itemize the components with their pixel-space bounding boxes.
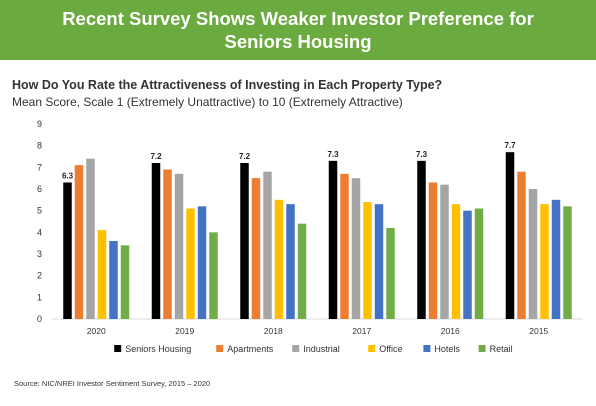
bar-seniors-housing-2017: [328, 160, 338, 319]
data-label: 6.3: [62, 172, 74, 181]
bar-office-2016: [451, 204, 461, 319]
legend-label: Apartments: [227, 344, 274, 354]
bar-industrial-2019: [174, 173, 184, 319]
slide-title: Recent Survey Shows Weaker Investor Pref…: [62, 8, 534, 52]
bar-seniors-housing-2020: [63, 182, 72, 319]
y-tick-label: 5: [37, 206, 42, 216]
bar-industrial-2017: [351, 178, 361, 319]
bar-seniors-housing-2018: [240, 163, 249, 319]
legend-label: Retail: [490, 344, 513, 354]
bar-hotels-2018: [286, 204, 295, 319]
legend-label: Office: [379, 344, 402, 354]
bar-industrial-2016: [440, 184, 449, 319]
y-tick-label: 2: [37, 271, 42, 281]
bar-retail-2015: [563, 206, 572, 319]
legend-label: Hotels: [434, 344, 460, 354]
x-tick-label: 2016: [441, 326, 460, 336]
legend-label: Industrial: [303, 344, 340, 354]
x-tick-label: 2018: [264, 326, 283, 336]
bar-industrial-2015: [528, 189, 538, 319]
bar-office-2020: [97, 230, 107, 319]
bar-hotels-2015: [551, 199, 561, 319]
bar-apartments-2015: [517, 171, 526, 319]
y-tick-label: 0: [37, 314, 42, 324]
bar-hotels-2019: [197, 206, 207, 319]
bar-apartments-2017: [340, 173, 349, 319]
bar-apartments-2018: [251, 178, 261, 319]
data-label: 7.2: [150, 152, 162, 161]
bar-seniors-housing-2016: [417, 160, 426, 319]
bar-retail-2020: [120, 245, 130, 319]
legend-swatch-apartments: [216, 345, 224, 352]
legend-swatch-seniors-housing: [114, 345, 122, 352]
bar-office-2019: [186, 208, 195, 319]
chart-subtitle: Mean Score, Scale 1 (Extremely Unattract…: [12, 95, 403, 109]
x-tick-label: 2020: [87, 326, 106, 336]
bar-hotels-2017: [374, 204, 384, 319]
chart-title: How Do You Rate the Attractiveness of In…: [12, 78, 443, 92]
bar-apartments-2016: [428, 182, 438, 319]
bar-seniors-housing-2019: [151, 163, 161, 319]
bar-office-2015: [540, 204, 549, 319]
legend-label: Seniors Housing: [125, 344, 191, 354]
y-tick-label: 6: [37, 184, 42, 194]
y-tick-label: 1: [37, 292, 42, 302]
bar-retail-2017: [386, 228, 395, 319]
bar-apartments-2019: [163, 169, 172, 319]
y-tick-label: 9: [37, 119, 42, 129]
bar-industrial-2020: [86, 158, 95, 319]
y-tick-label: 4: [37, 227, 42, 237]
bar-retail-2018: [297, 223, 307, 319]
y-tick-label: 8: [37, 141, 42, 151]
data-label: 7.3: [416, 150, 428, 159]
x-tick-label: 2019: [175, 326, 194, 336]
bar-retail-2019: [209, 232, 218, 319]
bar-seniors-housing-2015: [505, 152, 515, 319]
y-tick-label: 3: [37, 249, 42, 259]
bar-hotels-2020: [109, 241, 118, 319]
x-tick-label: 2017: [352, 326, 371, 336]
bar-hotels-2016: [463, 210, 472, 319]
data-label: 7.3: [327, 150, 339, 159]
bar-industrial-2018: [263, 171, 272, 319]
bar-apartments-2020: [74, 165, 84, 319]
x-tick-label: 2015: [529, 326, 548, 336]
legend-swatch-retail: [478, 345, 486, 352]
legend-swatch-office: [368, 345, 376, 352]
bar-office-2017: [363, 202, 372, 319]
legend-swatch-hotels: [423, 345, 431, 352]
legend-swatch-industrial: [292, 345, 300, 352]
bar-office-2018: [274, 199, 284, 319]
slide-title-banner: Recent Survey Shows Weaker Investor Pref…: [0, 0, 596, 60]
source-note: Source: NIC/NREI Investor Sentiment Surv…: [14, 379, 211, 388]
data-label: 7.2: [239, 152, 251, 161]
bar-retail-2016: [474, 208, 484, 319]
y-tick-label: 7: [37, 162, 42, 172]
data-label: 7.7: [504, 141, 516, 150]
